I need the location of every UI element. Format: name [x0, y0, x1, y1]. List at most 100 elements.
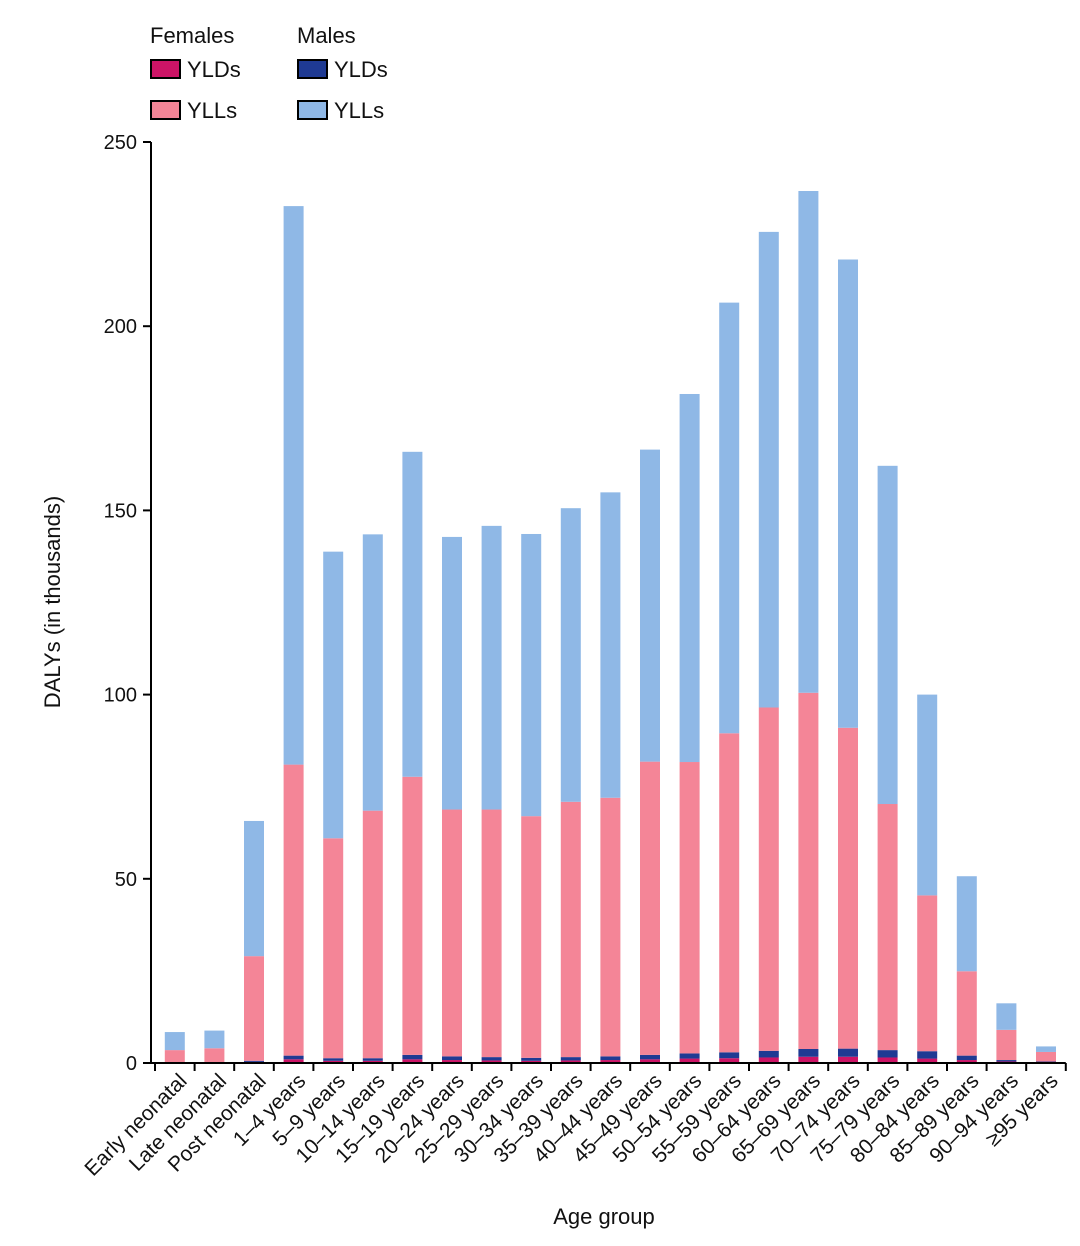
bar-females-ylls-55-59-years: [719, 733, 740, 1053]
legend-title-males: Males: [297, 23, 356, 48]
bar-females-ylds-5-9-years: [323, 1060, 344, 1063]
legend-swatch-males-ylds: [297, 59, 328, 79]
bar-males-ylds-30-34-years: [521, 1057, 542, 1061]
legend-label-males-ylds: YLDs: [334, 57, 388, 82]
bar-females-ylds-75-79-years: [877, 1057, 898, 1063]
bar-females-ylds-60-64-years: [758, 1057, 779, 1063]
legend-swatch-males-ylls: [297, 100, 328, 120]
bar-females-ylds-70-74-years: [838, 1056, 858, 1063]
bar-females-ylls-5-9-years: [323, 838, 344, 1059]
y-tick-label-0: 0: [126, 1053, 137, 1075]
bar-males-ylls-10-14-years: [362, 534, 383, 811]
bar-females-ylls-45-49-years: [640, 761, 660, 1055]
bar-females-ylls-90-94-years: [996, 1029, 1017, 1061]
bar-females-ylls-65-69-years: [798, 692, 819, 1049]
bar-males-ylls-80-84-years: [917, 694, 938, 896]
bar-females-ylls-25-29-years: [481, 809, 502, 1058]
bar-females-ylds-30-34-years: [521, 1060, 542, 1063]
bar-males-ylls-15-19-years: [402, 451, 423, 777]
bar-males-ylls-5-9-years: [323, 551, 344, 839]
bar-males-ylls-1-4-years: [283, 206, 304, 765]
bar-males-ylds-65-69-years: [798, 1049, 819, 1057]
bar-males-ylls-45-49-years: [640, 449, 660, 762]
bar-males-ylds-50-54-years: [679, 1053, 700, 1059]
x-axis-title: Age group: [553, 1204, 655, 1229]
bar-males-ylds-80-84-years: [917, 1051, 938, 1059]
bar-females-ylls-75-79-years: [877, 804, 898, 1051]
bar-males-ylds-60-64-years: [758, 1050, 779, 1058]
bar-females-ylds-45-49-years: [640, 1059, 660, 1063]
legend-swatch-females-ylds: [150, 59, 181, 79]
bar-males-ylls-early-neonatal: [164, 1032, 185, 1051]
bar-females-ylls-late-neonatal: [204, 1048, 225, 1063]
bar-males-ylds-ge-95-years: [1036, 1061, 1056, 1063]
bar-females-ylls-early-neonatal: [164, 1050, 185, 1063]
bar-males-ylds-90-94-years: [996, 1060, 1017, 1062]
bar-males-ylds-45-49-years: [640, 1054, 660, 1060]
bar-males-ylds-1-4-years: [283, 1055, 304, 1060]
legend-label-males-ylls: YLLs: [334, 98, 384, 123]
bar-males-ylls-90-94-years: [996, 1003, 1017, 1030]
bar-females-ylls-40-44-years: [600, 797, 621, 1057]
bar-females-ylls-20-24-years: [442, 809, 462, 1057]
bar-females-ylls-60-64-years: [758, 707, 779, 1051]
bar-females-ylls-ge-95-years: [1036, 1051, 1056, 1062]
bar-males-ylls-ge-95-years: [1036, 1046, 1056, 1052]
bar-males-ylls-late-neonatal: [204, 1030, 225, 1049]
bar-males-ylls-65-69-years: [798, 191, 819, 693]
y-axis-title: DALYs (in thousands): [40, 496, 65, 708]
bar-males-ylds-40-44-years: [600, 1056, 621, 1061]
bar-females-ylds-80-84-years: [917, 1058, 938, 1063]
bar-females-ylds-20-24-years: [442, 1060, 462, 1063]
y-tick-label-250: 250: [104, 132, 137, 154]
bars: [164, 191, 1056, 1063]
bar-males-ylds-post-neonatal: [244, 1060, 264, 1062]
bar-males-ylls-40-44-years: [600, 492, 621, 798]
bar-females-ylls-35-39-years: [560, 801, 581, 1058]
bar-males-ylds-10-14-years: [362, 1058, 383, 1061]
bar-females-ylds-25-29-years: [481, 1060, 502, 1063]
legend-title-females: Females: [150, 23, 234, 48]
bar-males-ylls-35-39-years: [560, 508, 581, 802]
bar-males-ylls-70-74-years: [838, 259, 858, 728]
bar-males-ylds-20-24-years: [442, 1056, 462, 1061]
bar-males-ylls-post-neonatal: [244, 820, 264, 957]
bar-males-ylls-55-59-years: [719, 302, 740, 734]
bar-males-ylls-20-24-years: [442, 536, 462, 810]
bar-females-ylds-55-59-years: [719, 1058, 740, 1063]
bar-males-ylds-85-89-years: [956, 1055, 977, 1061]
bar-males-ylds-55-59-years: [719, 1052, 740, 1059]
bar-females-ylds-15-19-years: [402, 1059, 423, 1063]
bar-females-ylds-10-14-years: [362, 1060, 383, 1063]
bar-males-ylls-85-89-years: [956, 876, 977, 972]
bar-females-ylls-1-4-years: [283, 764, 304, 1056]
bar-females-ylds-40-44-years: [600, 1060, 621, 1063]
bar-males-ylls-75-79-years: [877, 465, 898, 805]
bar-females-ylls-80-84-years: [917, 895, 938, 1052]
bar-females-ylls-85-89-years: [956, 971, 977, 1056]
bar-females-ylds-50-54-years: [679, 1058, 700, 1063]
bar-females-ylls-30-34-years: [521, 816, 542, 1058]
y-tick-label-50: 50: [115, 869, 137, 891]
bar-males-ylls-60-64-years: [758, 231, 779, 708]
bar-females-ylls-50-54-years: [679, 762, 700, 1054]
bar-females-ylls-15-19-years: [402, 776, 423, 1055]
legend-label-females-ylds: YLDs: [187, 57, 241, 82]
legend-swatch-females-ylls: [150, 100, 181, 120]
bar-females-ylds-65-69-years: [798, 1056, 819, 1063]
bar-males-ylls-30-34-years: [521, 533, 542, 817]
legend: Females YLDs YLLs Males YLDs YLLs: [150, 23, 388, 123]
bar-females-ylds-85-89-years: [956, 1060, 977, 1063]
bar-females-ylds-35-39-years: [560, 1060, 581, 1063]
bar-males-ylds-70-74-years: [838, 1048, 858, 1057]
bar-males-ylls-50-54-years: [679, 393, 700, 763]
bar-females-ylds-1-4-years: [283, 1059, 304, 1063]
bar-females-ylls-post-neonatal: [244, 956, 264, 1061]
bar-females-ylls-70-74-years: [838, 727, 858, 1049]
bar-males-ylds-5-9-years: [323, 1058, 344, 1061]
bar-males-ylds-15-19-years: [402, 1054, 423, 1060]
bar-females-ylls-10-14-years: [362, 810, 383, 1059]
y-tick-label-150: 150: [104, 500, 137, 522]
bar-males-ylls-25-29-years: [481, 525, 502, 810]
